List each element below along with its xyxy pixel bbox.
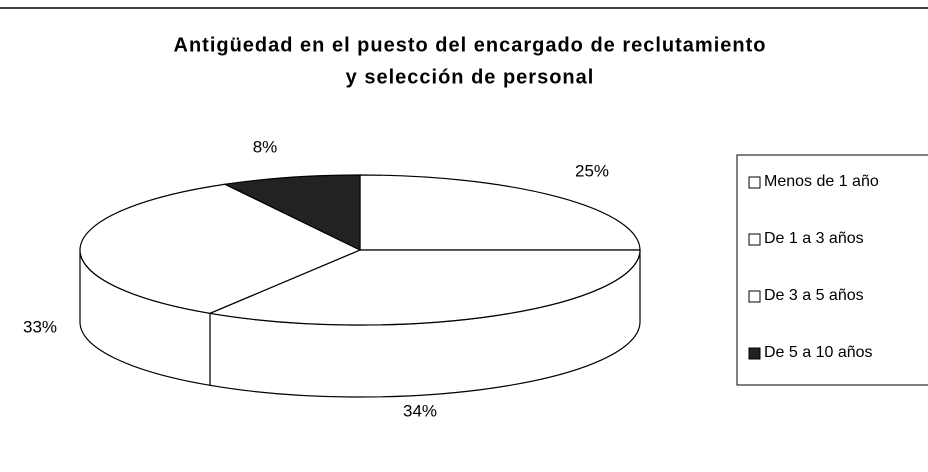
- pie-slice: [223, 174, 361, 251]
- legend-label: Menos de 1 año: [764, 173, 879, 190]
- legend-label: De 5 a 10 años: [764, 344, 873, 361]
- legend-label: De 3 a 5 años: [764, 287, 864, 304]
- data-label: 8%: [253, 137, 278, 156]
- pie-slice: [207, 249, 641, 326]
- legend-swatch: [748, 176, 761, 189]
- pie-slice: [359, 174, 641, 251]
- data-label: 33%: [23, 317, 57, 336]
- chart-title: y selección de personal: [346, 66, 595, 88]
- chart-title: Antigüedad en el puesto del encargado de…: [174, 34, 767, 56]
- data-label: 34%: [403, 401, 437, 420]
- legend-label: De 1 a 3 años: [764, 230, 864, 247]
- legend-swatch: [748, 233, 761, 246]
- legend-swatch: [748, 347, 761, 360]
- legend-swatch: [748, 290, 761, 303]
- legend-box: [736, 154, 928, 386]
- data-label: 25%: [575, 161, 609, 180]
